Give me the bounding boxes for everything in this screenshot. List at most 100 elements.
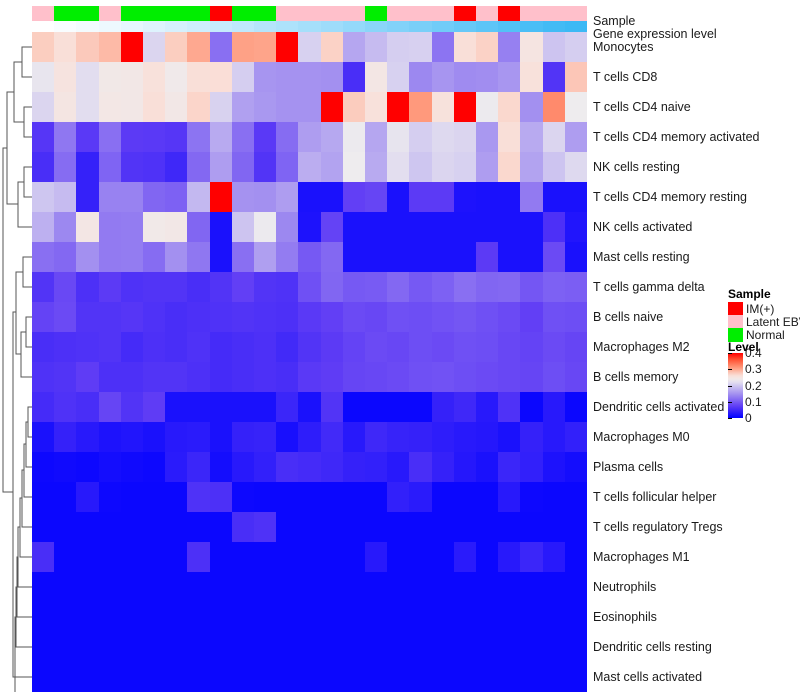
heatmap-cell [76, 302, 99, 332]
heatmap-cell [187, 212, 210, 242]
heatmap-cell [143, 152, 166, 182]
heatmap-cell [143, 392, 166, 422]
heatmap-cell [365, 632, 388, 662]
heatmap-cell [98, 452, 121, 482]
heatmap-cell [476, 182, 499, 212]
heatmap-cell [498, 122, 521, 152]
heatmap-cell [98, 422, 121, 452]
heatmap-cell [120, 152, 143, 182]
heatmap-cell [298, 602, 321, 632]
heatmap-cell [564, 572, 587, 602]
heatmap-cell [298, 362, 321, 392]
sample-annotation-cell [387, 6, 410, 21]
heatmap-cell [165, 92, 188, 122]
heatmap-cell [276, 662, 299, 692]
heatmap-cell [320, 452, 343, 482]
heatmap-cell [342, 242, 365, 272]
heatmap-cell [231, 272, 254, 302]
heatmap-cell [342, 182, 365, 212]
heatmap-row-label: T cells gamma delta [593, 280, 705, 294]
heatmap-cell [564, 362, 587, 392]
heatmap-cell [365, 512, 388, 542]
heatmap-cell [320, 152, 343, 182]
heatmap-cell [365, 272, 388, 302]
heatmap-row-label: Mast cells activated [593, 670, 703, 684]
heatmap-cell [254, 332, 277, 362]
gene-expression-annotation-cell [542, 21, 565, 32]
heatmap-cell [520, 152, 543, 182]
heatmap-cell [98, 362, 121, 392]
heatmap-cell [453, 662, 476, 692]
heatmap-row [32, 422, 587, 452]
heatmap-cell [342, 602, 365, 632]
heatmap-cell [342, 62, 365, 92]
heatmap-cell [476, 572, 499, 602]
level-tick-mark [728, 353, 732, 354]
heatmap-cell [54, 452, 77, 482]
heatmap-row [32, 32, 587, 62]
heatmap-cell [76, 152, 99, 182]
heatmap-cell [98, 122, 121, 152]
heatmap-cell [231, 572, 254, 602]
heatmap-cell [32, 212, 55, 242]
heatmap-cell [431, 92, 454, 122]
heatmap-cell [542, 602, 565, 632]
heatmap-cell [98, 152, 121, 182]
heatmap-cell [542, 362, 565, 392]
heatmap-cell [387, 152, 410, 182]
heatmap-cell [298, 422, 321, 452]
heatmap-cell [231, 92, 254, 122]
heatmap-cell [409, 482, 432, 512]
heatmap-cell [342, 302, 365, 332]
heatmap-cell [387, 392, 410, 422]
heatmap-cell [498, 212, 521, 242]
heatmap-cell [32, 662, 55, 692]
heatmap-row [32, 242, 587, 272]
heatmap-cell [342, 422, 365, 452]
heatmap-cell [254, 542, 277, 572]
gene-expression-annotation-cell [476, 21, 499, 32]
heatmap-cell [276, 332, 299, 362]
heatmap-cell [209, 422, 232, 452]
level-tick-label: 0.2 [745, 378, 762, 393]
heatmap-cell [231, 32, 254, 62]
sample-annotation-cell [54, 6, 77, 21]
heatmap-cell [409, 392, 432, 422]
gene-expression-annotation-cell [431, 21, 454, 32]
heatmap-cell [542, 332, 565, 362]
heatmap-cell [387, 662, 410, 692]
heatmap-cell [209, 602, 232, 632]
heatmap-cell [98, 62, 121, 92]
heatmap-cell [409, 542, 432, 572]
heatmap-cell [231, 242, 254, 272]
row-dendrogram [2, 46, 32, 692]
heatmap-cell [98, 302, 121, 332]
heatmap-row-label: T cells CD4 naive [593, 100, 691, 114]
heatmap-cell [409, 602, 432, 632]
heatmap-row-label: Plasma cells [593, 460, 664, 474]
heatmap-cell [453, 332, 476, 362]
heatmap-row [32, 212, 587, 242]
heatmap-cell [165, 332, 188, 362]
heatmap-cell [498, 572, 521, 602]
heatmap-cell [165, 62, 188, 92]
heatmap-cell [276, 62, 299, 92]
heatmap-cell [476, 122, 499, 152]
heatmap-cell [342, 572, 365, 602]
heatmap-cell [187, 62, 210, 92]
heatmap-cell [320, 32, 343, 62]
heatmap-cell [254, 662, 277, 692]
heatmap-cell [342, 452, 365, 482]
heatmap-cell [54, 92, 77, 122]
heatmap-cell [520, 212, 543, 242]
heatmap-cell [120, 542, 143, 572]
heatmap-cell [498, 242, 521, 272]
heatmap-cell [165, 482, 188, 512]
gene-expression-annotation-cell [231, 21, 255, 32]
heatmap-cell [498, 92, 521, 122]
heatmap-row-label: Eosinophils [593, 610, 657, 624]
heatmap-cell [76, 422, 99, 452]
gene-expression-annotation-cell [165, 21, 188, 32]
heatmap-cell [231, 662, 254, 692]
